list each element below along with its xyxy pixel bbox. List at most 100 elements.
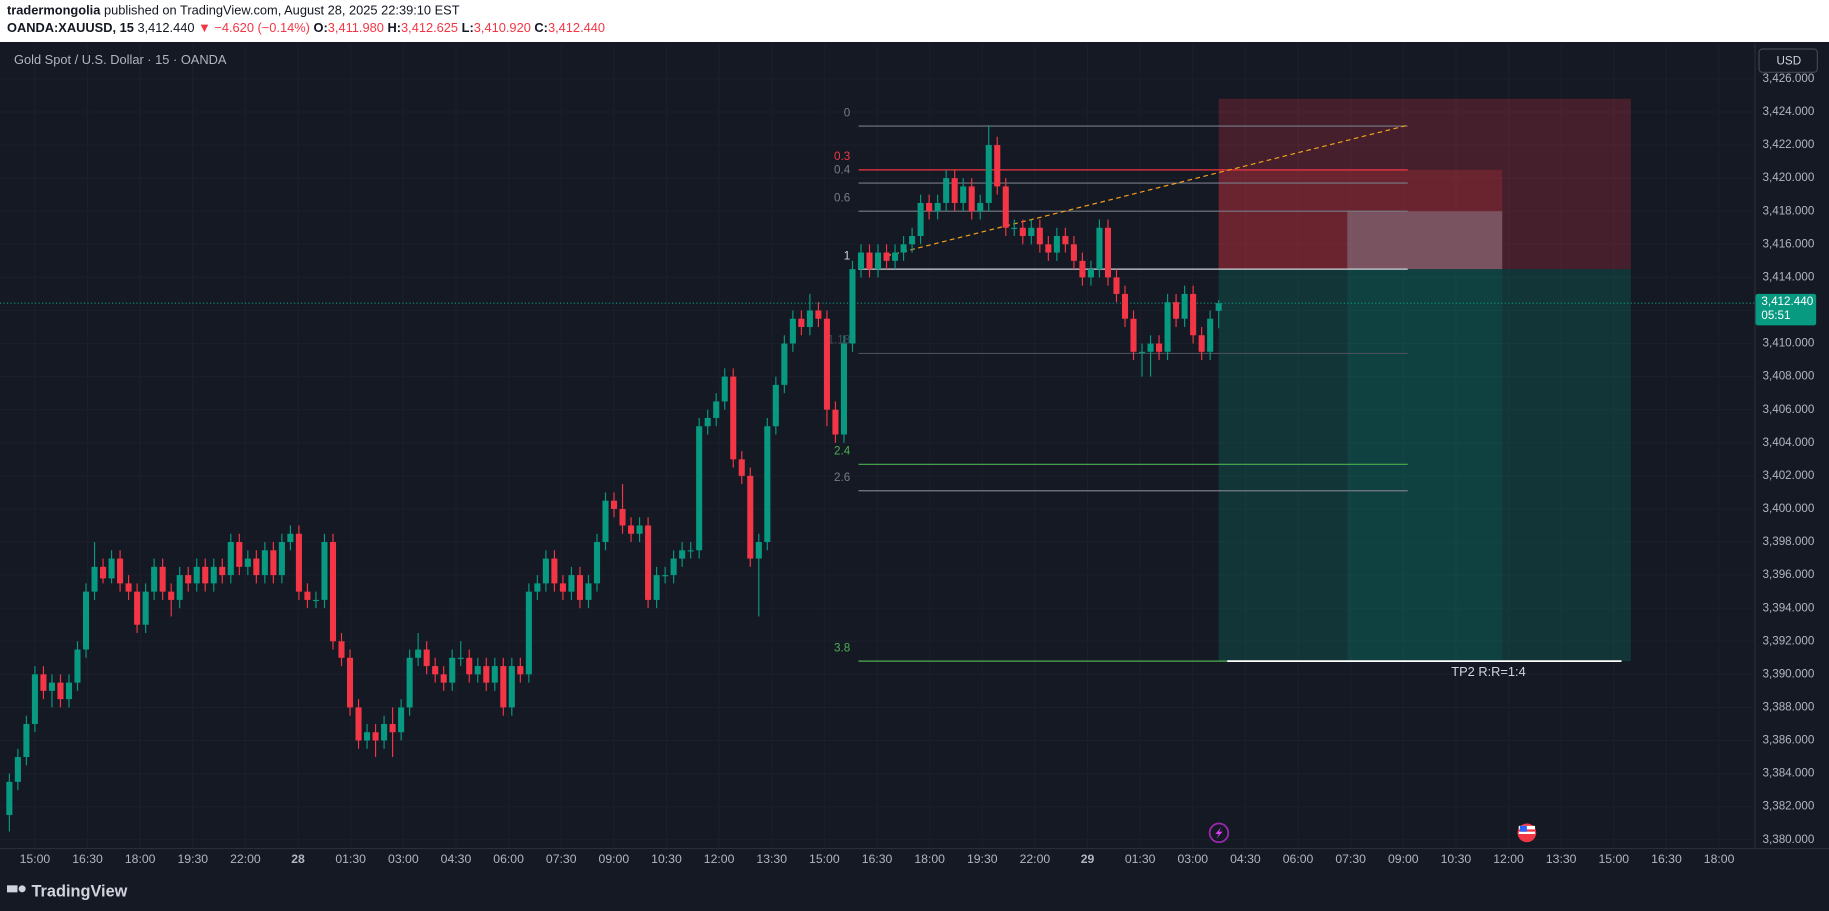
event-icon[interactable] [1208, 822, 1230, 844]
y-tick-label: 3,420.000 [1763, 171, 1815, 184]
candle-body [542, 558, 549, 584]
fib-label: 0 [844, 106, 851, 119]
candle-body [1002, 186, 1009, 228]
candle-body [917, 202, 924, 237]
candle-body [219, 566, 226, 576]
logo [6, 885, 26, 893]
candle-body [100, 566, 107, 579]
candle-body [781, 343, 788, 385]
candle-body [985, 145, 992, 203]
candle-body [534, 583, 541, 592]
candle-body [866, 252, 873, 270]
y-tick-label: 3,418.000 [1763, 204, 1815, 217]
candle-body [1181, 293, 1188, 319]
candle-body [14, 757, 21, 782]
candle-body [576, 575, 583, 600]
candle-body [900, 244, 907, 253]
candle-body [65, 682, 73, 700]
y-tick-label: 3,422.000 [1763, 138, 1815, 151]
x-tick-label: 12:00 [704, 852, 735, 866]
candle-body [381, 723, 388, 741]
o-value: 3,411.980 [328, 21, 384, 36]
x-tick-label: 18:00 [125, 852, 156, 866]
target-label: TP2 R:R=1:4 [1451, 664, 1526, 679]
candle-body [738, 459, 745, 476]
x-tick-label: 01:30 [335, 852, 366, 866]
candle-body [1173, 302, 1180, 319]
candle-body [466, 657, 473, 675]
candle-body [960, 186, 967, 203]
candle-body [1036, 227, 1043, 245]
candle-body [602, 500, 609, 543]
fib-label: 1.18 [828, 334, 851, 347]
candle-body [270, 550, 277, 576]
candle-body [1207, 318, 1214, 352]
candle-body [210, 566, 217, 584]
l-value: 3,410.920 [474, 21, 531, 36]
candle-body [236, 542, 243, 567]
x-tick-label: 07:30 [546, 852, 577, 866]
c-value: 3,412.440 [548, 21, 605, 36]
candle-body [713, 401, 720, 418]
candle-body [909, 236, 916, 245]
x-tick-label: 18:00 [914, 852, 945, 866]
y-tick-label: 3,388.000 [1763, 700, 1815, 713]
us-flag-icon[interactable] [1517, 823, 1537, 843]
candle-body [31, 674, 38, 724]
footer-bar [0, 873, 1829, 911]
logo-mark [6, 885, 18, 893]
countdown: 05:51 [1761, 309, 1790, 322]
currency-button[interactable] [1758, 48, 1818, 73]
x-tick-label: 10:30 [1441, 852, 1472, 866]
candle-body [1011, 227, 1018, 229]
header-line-1: tradermongolia published on TradingView.… [7, 3, 460, 18]
y-tick-label: 3,392.000 [1763, 634, 1815, 647]
candle-body [704, 417, 711, 427]
y-tick-label: 3,414.000 [1763, 270, 1815, 283]
candle-body [483, 666, 490, 683]
event-bolt [1215, 827, 1223, 839]
y-tick-label: 3,382.000 [1763, 800, 1815, 813]
candle-body [474, 666, 481, 675]
candle-body [636, 525, 643, 534]
candle-body [398, 707, 405, 733]
x-tick-label: 06:00 [1283, 852, 1314, 866]
position-zone [1218, 169, 1503, 270]
candle-body [312, 599, 319, 602]
candle-body [1045, 244, 1052, 253]
candle-body [508, 666, 515, 708]
candle-body [772, 384, 779, 427]
candle-body [23, 723, 30, 758]
x-tick-label: 15:00 [20, 852, 51, 866]
x-tick-label: 03:00 [388, 852, 419, 866]
candle-body [1130, 318, 1137, 352]
candle-body [1198, 335, 1205, 352]
fib-label: 3.8 [834, 641, 850, 654]
candle-body [117, 558, 124, 584]
candle-body [943, 178, 950, 203]
flag-canton [1519, 825, 1527, 832]
candle-body [57, 682, 64, 700]
candle-body [1138, 351, 1146, 353]
candle-body [525, 591, 532, 675]
candle-body [244, 558, 251, 567]
y-tick-label: 3,406.000 [1763, 403, 1815, 416]
y-tick-label: 3,416.000 [1763, 237, 1815, 250]
x-tick-label: 10:30 [651, 852, 682, 866]
candle-body [755, 542, 762, 559]
x-tick-label: 22:00 [230, 852, 261, 866]
y-tick-label: 3,380.000 [1763, 833, 1815, 846]
candle-body [491, 666, 498, 683]
candle-body [108, 558, 115, 579]
y-tick-label: 3,396.000 [1763, 568, 1815, 581]
candle-body [142, 591, 149, 625]
x-tick-label: 04:30 [1230, 852, 1261, 866]
candle-body [1079, 260, 1086, 278]
last-price-badge [1755, 293, 1817, 326]
candle-body [1019, 227, 1026, 237]
candle-body [321, 542, 328, 600]
x-tick-label: 06:00 [493, 852, 524, 866]
candle-body [176, 575, 183, 600]
x-tick-label: 19:30 [967, 852, 998, 866]
symbol: OANDA:XAUUSD, 15 [7, 21, 134, 36]
